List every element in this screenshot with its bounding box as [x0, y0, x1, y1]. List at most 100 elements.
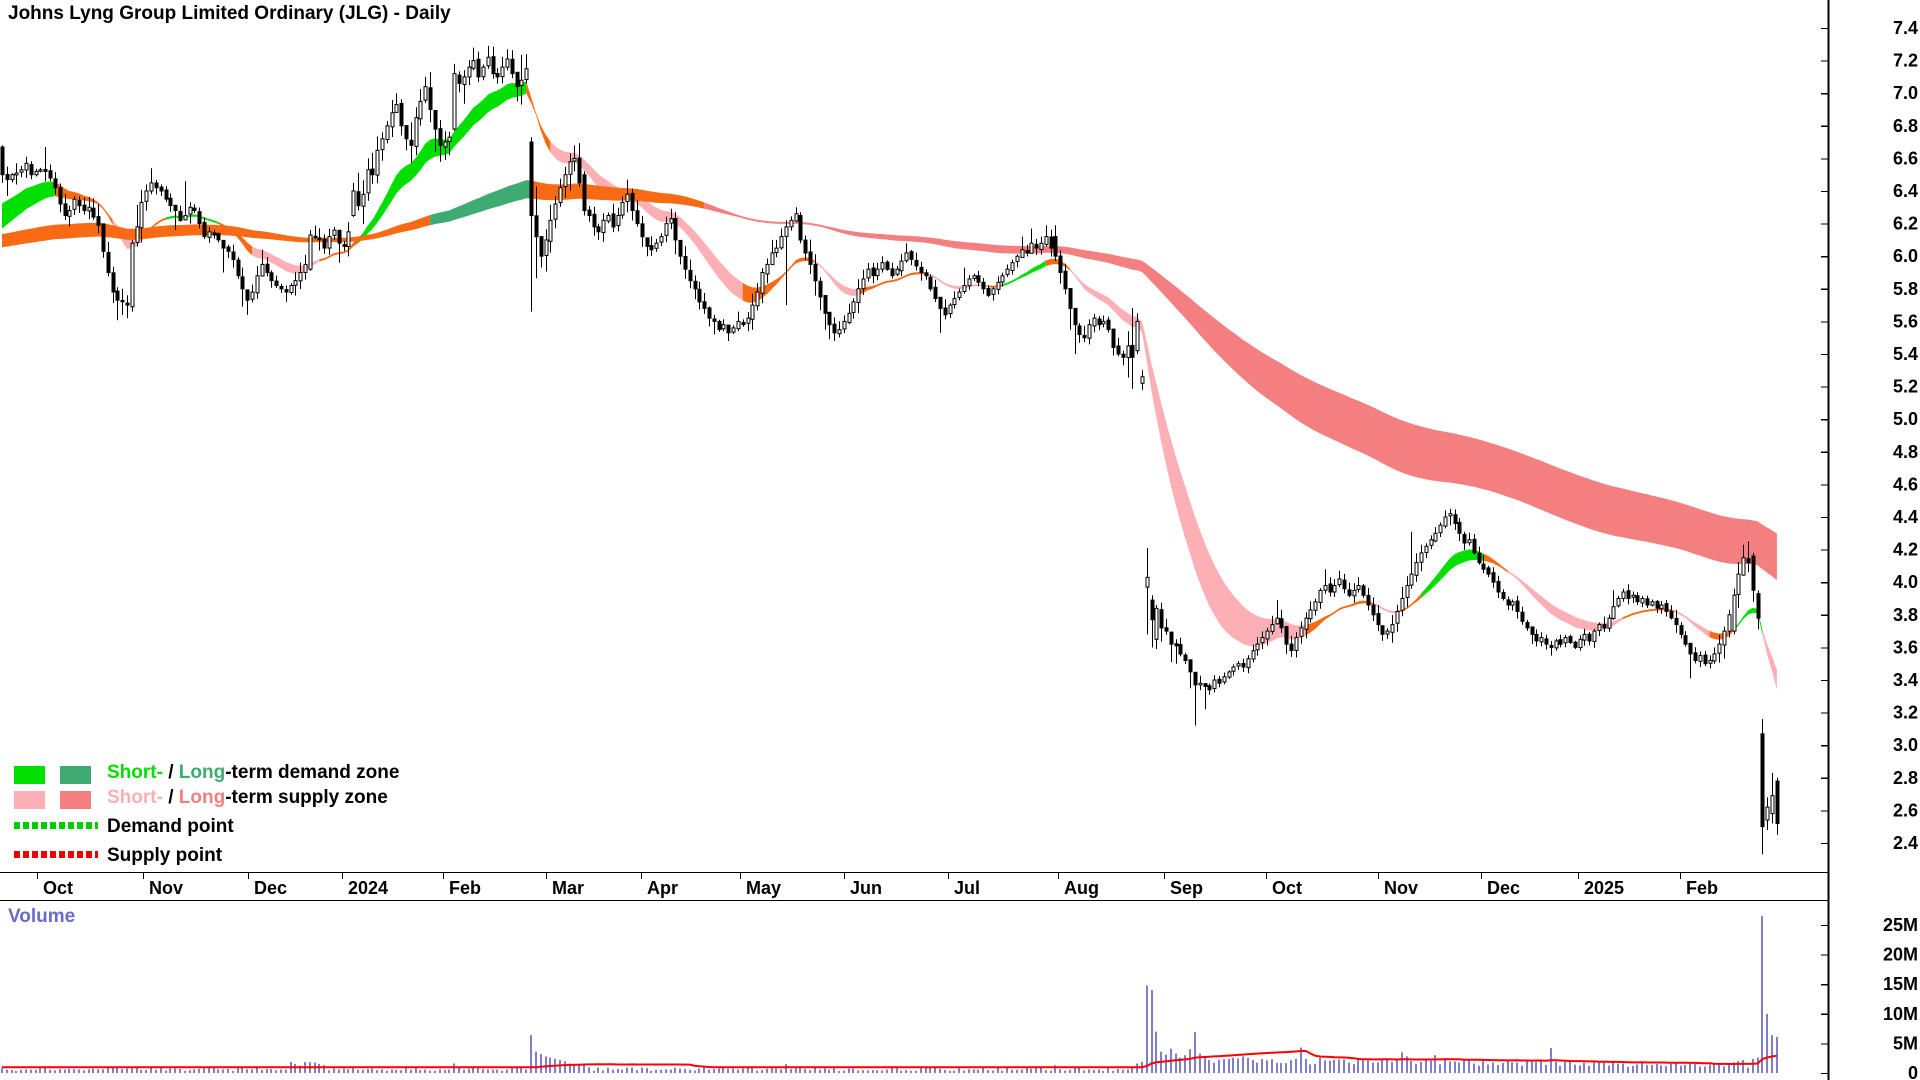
candle-body-down — [1506, 599, 1511, 606]
candle-body-up — [1578, 638, 1583, 649]
volume-bar — [1030, 1068, 1032, 1073]
candle-body-down — [168, 197, 173, 207]
candle-body-down — [933, 286, 938, 299]
candle-body-up — [1736, 573, 1741, 595]
volume-bar — [1035, 1067, 1037, 1073]
volume-bar — [819, 1069, 821, 1073]
volume-bar — [338, 1069, 340, 1073]
candle-body-up — [760, 272, 765, 294]
candle-body-up — [332, 229, 337, 236]
candle-body-down — [106, 252, 111, 273]
volume-bar — [1449, 1061, 1451, 1073]
volume-bar — [520, 1067, 522, 1073]
volume-bar — [862, 1070, 864, 1073]
volume-bar — [487, 1069, 489, 1073]
candle-body-down — [943, 307, 948, 316]
price-tick-label: 6.2 — [1893, 214, 1918, 234]
candle-body-down — [1328, 583, 1333, 593]
volume-bar — [891, 1067, 893, 1073]
volume-bar — [391, 1069, 393, 1073]
volume-bar — [1026, 1068, 1028, 1073]
candle-body-up — [952, 298, 957, 306]
volume-bar — [347, 1069, 349, 1073]
volume-bar — [395, 1069, 397, 1073]
volume-bar — [1752, 1058, 1754, 1073]
candle-body-down — [1515, 600, 1520, 612]
candle-body-up — [1400, 598, 1405, 611]
candle-body-down — [529, 141, 534, 217]
volume-bar — [814, 1068, 816, 1073]
candle-body-down — [1188, 659, 1193, 673]
candle-body-down — [1462, 533, 1467, 544]
volume-bar — [588, 1067, 590, 1073]
volume-bar — [559, 1060, 561, 1073]
candle-body-down — [688, 269, 693, 282]
volume-bar — [934, 1068, 936, 1073]
volume-bar — [646, 1068, 648, 1073]
candle-body-down — [1760, 733, 1765, 828]
candle-body-down — [818, 280, 823, 298]
volume-bar — [929, 1067, 931, 1073]
volume-bar — [1502, 1063, 1504, 1073]
volume-bar — [1319, 1057, 1321, 1073]
volume-bar — [1362, 1060, 1364, 1073]
candle-body-down — [154, 182, 159, 189]
volume-bar — [1223, 1059, 1225, 1073]
volume-bar — [429, 1070, 431, 1073]
volume-bar — [1430, 1060, 1432, 1073]
volume-bar — [352, 1068, 354, 1073]
candle-body-down — [1635, 595, 1640, 603]
price-tick-label: 7.4 — [1893, 18, 1918, 38]
candle-body-down — [1756, 593, 1761, 619]
candle-body-up — [1395, 611, 1400, 624]
candle-body-up — [519, 79, 524, 86]
volume-bar — [1054, 1065, 1056, 1073]
candle-body-down — [976, 275, 981, 283]
volume-bar — [828, 1069, 830, 1073]
volume-bar — [1766, 1013, 1768, 1073]
price-tick-label: 4.8 — [1893, 442, 1918, 462]
volume-bar — [780, 1069, 782, 1073]
candle-body-down — [832, 323, 837, 334]
candle-body-up — [770, 252, 775, 266]
candle-body-up — [563, 174, 568, 187]
volume-bar — [1372, 1062, 1374, 1073]
volume-bar — [1276, 1062, 1278, 1073]
volume-bar — [1199, 1053, 1201, 1073]
candle-body-down — [1751, 555, 1756, 591]
x-axis-label: Dec — [254, 878, 287, 898]
price-tick-label: 4.4 — [1893, 507, 1918, 527]
candle-body-up — [1212, 679, 1217, 689]
candle-body-up — [1510, 601, 1515, 606]
candle-body-down — [1501, 592, 1506, 599]
volume-bar — [1420, 1061, 1422, 1073]
candle-body-down — [707, 307, 712, 319]
volume-bar — [506, 1069, 508, 1073]
candle-body-up — [558, 187, 563, 203]
volume-bar — [237, 1068, 239, 1073]
volume-bar — [1175, 1053, 1177, 1073]
volume-bar — [1016, 1069, 1018, 1073]
volume-bar — [631, 1067, 633, 1073]
price-tick-label: 2.4 — [1893, 833, 1918, 853]
candle-body-down — [1693, 652, 1698, 661]
candle-body-up — [1260, 637, 1265, 644]
volume-bar — [621, 1069, 623, 1073]
candle-body-down — [1150, 599, 1155, 621]
candle-body-down — [592, 213, 597, 228]
volume-bar — [1083, 1070, 1085, 1073]
volume-bar — [1555, 1061, 1557, 1073]
volume-bar — [116, 1067, 118, 1073]
volume-tick-label: 0 — [1908, 1063, 1918, 1080]
candle-body-up — [606, 215, 611, 222]
volume-bar — [872, 1070, 874, 1073]
volume-bar — [944, 1069, 946, 1073]
volume-bar — [1497, 1065, 1499, 1073]
candle-body-down — [1530, 626, 1535, 635]
price-tick-label: 4.2 — [1893, 540, 1918, 560]
volume-bar — [367, 1069, 369, 1073]
candle-body-up — [1352, 589, 1357, 597]
volume-bar — [1704, 1066, 1706, 1073]
candle-body-down — [96, 216, 101, 226]
